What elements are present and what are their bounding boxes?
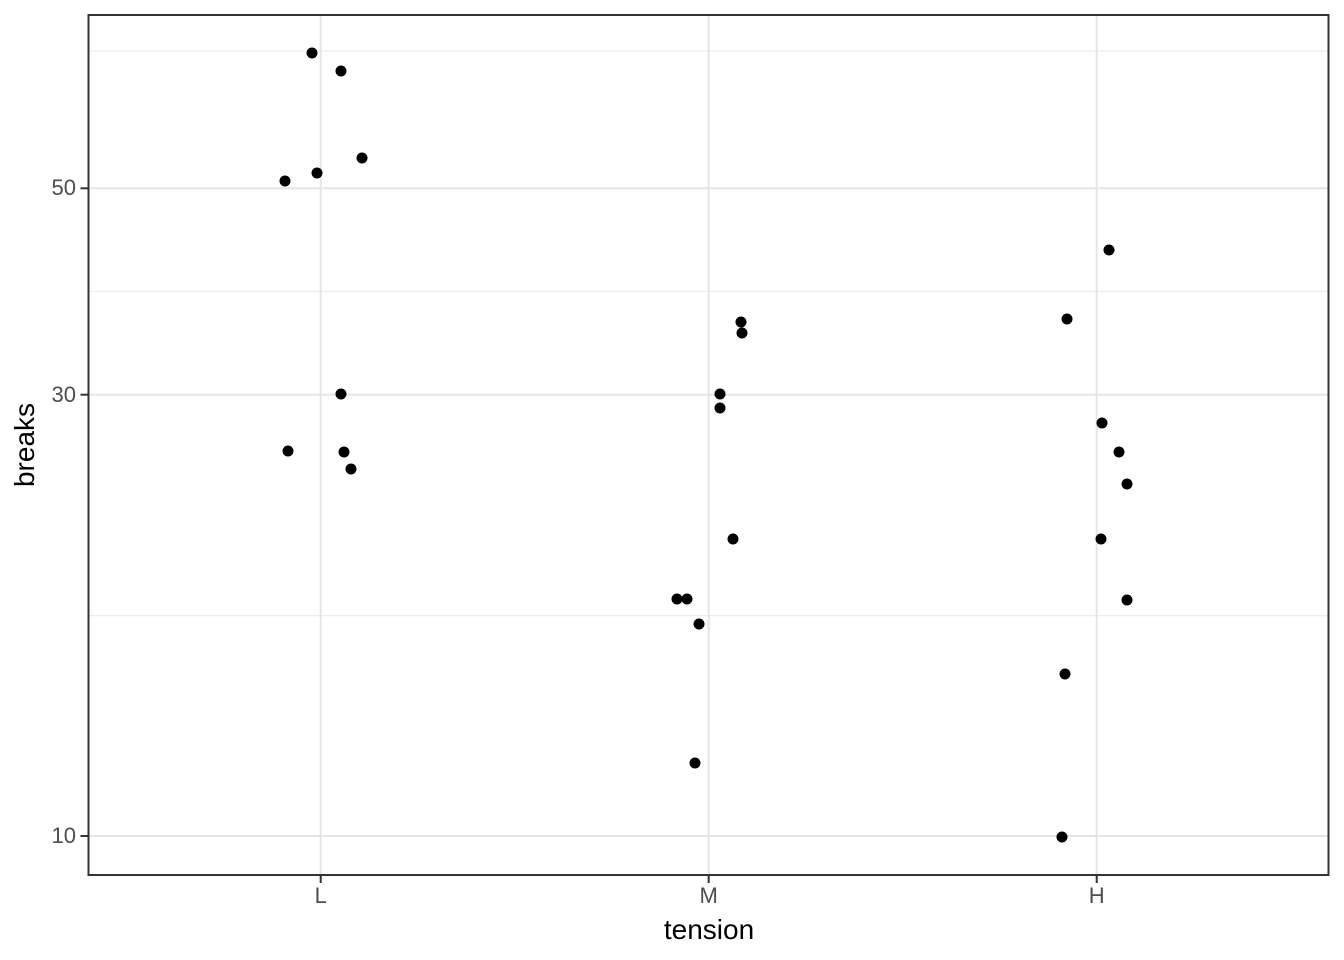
y-tick-label-10: 10 — [51, 823, 76, 848]
data-point-H-43 — [1103, 244, 1115, 256]
data-point-M-30 — [714, 388, 726, 400]
data-point-H-26 — [1113, 446, 1125, 458]
data-point-M-18 — [671, 593, 683, 605]
data-point-L-70 — [306, 47, 318, 59]
data-point-M-29 — [714, 402, 726, 414]
y-axis-title: breaks — [9, 402, 40, 488]
data-point-M-17 — [693, 618, 705, 630]
x-axis-title: tension — [663, 914, 755, 945]
data-point-L-51 — [279, 175, 291, 187]
data-point-H-28 — [1096, 417, 1108, 429]
data-point-L-26 — [282, 445, 294, 457]
x-tick-label-H: H — [1088, 883, 1105, 908]
x-tick-label-M: M — [699, 883, 718, 908]
data-point-M-35 — [736, 327, 748, 339]
data-point-H-18 — [1121, 594, 1133, 606]
data-point-L-54 — [356, 152, 368, 164]
data-point-L-26 — [338, 446, 350, 458]
data-point-H-21 — [1095, 533, 1107, 545]
data-point-H-15 — [1059, 668, 1071, 680]
data-point-M-21 — [727, 533, 739, 545]
data-point-M-12 — [689, 757, 701, 769]
data-point-M-18 — [681, 593, 693, 605]
data-point-H-10 — [1056, 831, 1068, 843]
data-point-L-30 — [335, 388, 347, 400]
panel-border — [87, 14, 1330, 876]
data-point-H-24 — [1121, 478, 1133, 490]
data-point-H-36 — [1061, 313, 1073, 325]
y-tick-label-50: 50 — [51, 175, 76, 201]
data-point-L-25 — [345, 463, 357, 475]
data-point-L-67 — [335, 65, 347, 77]
y-tick-label-30: 30 — [51, 381, 76, 407]
data-point-M-36 — [735, 316, 747, 328]
data-point-L-52 — [311, 167, 323, 179]
x-tick-label-L: L — [314, 883, 327, 908]
